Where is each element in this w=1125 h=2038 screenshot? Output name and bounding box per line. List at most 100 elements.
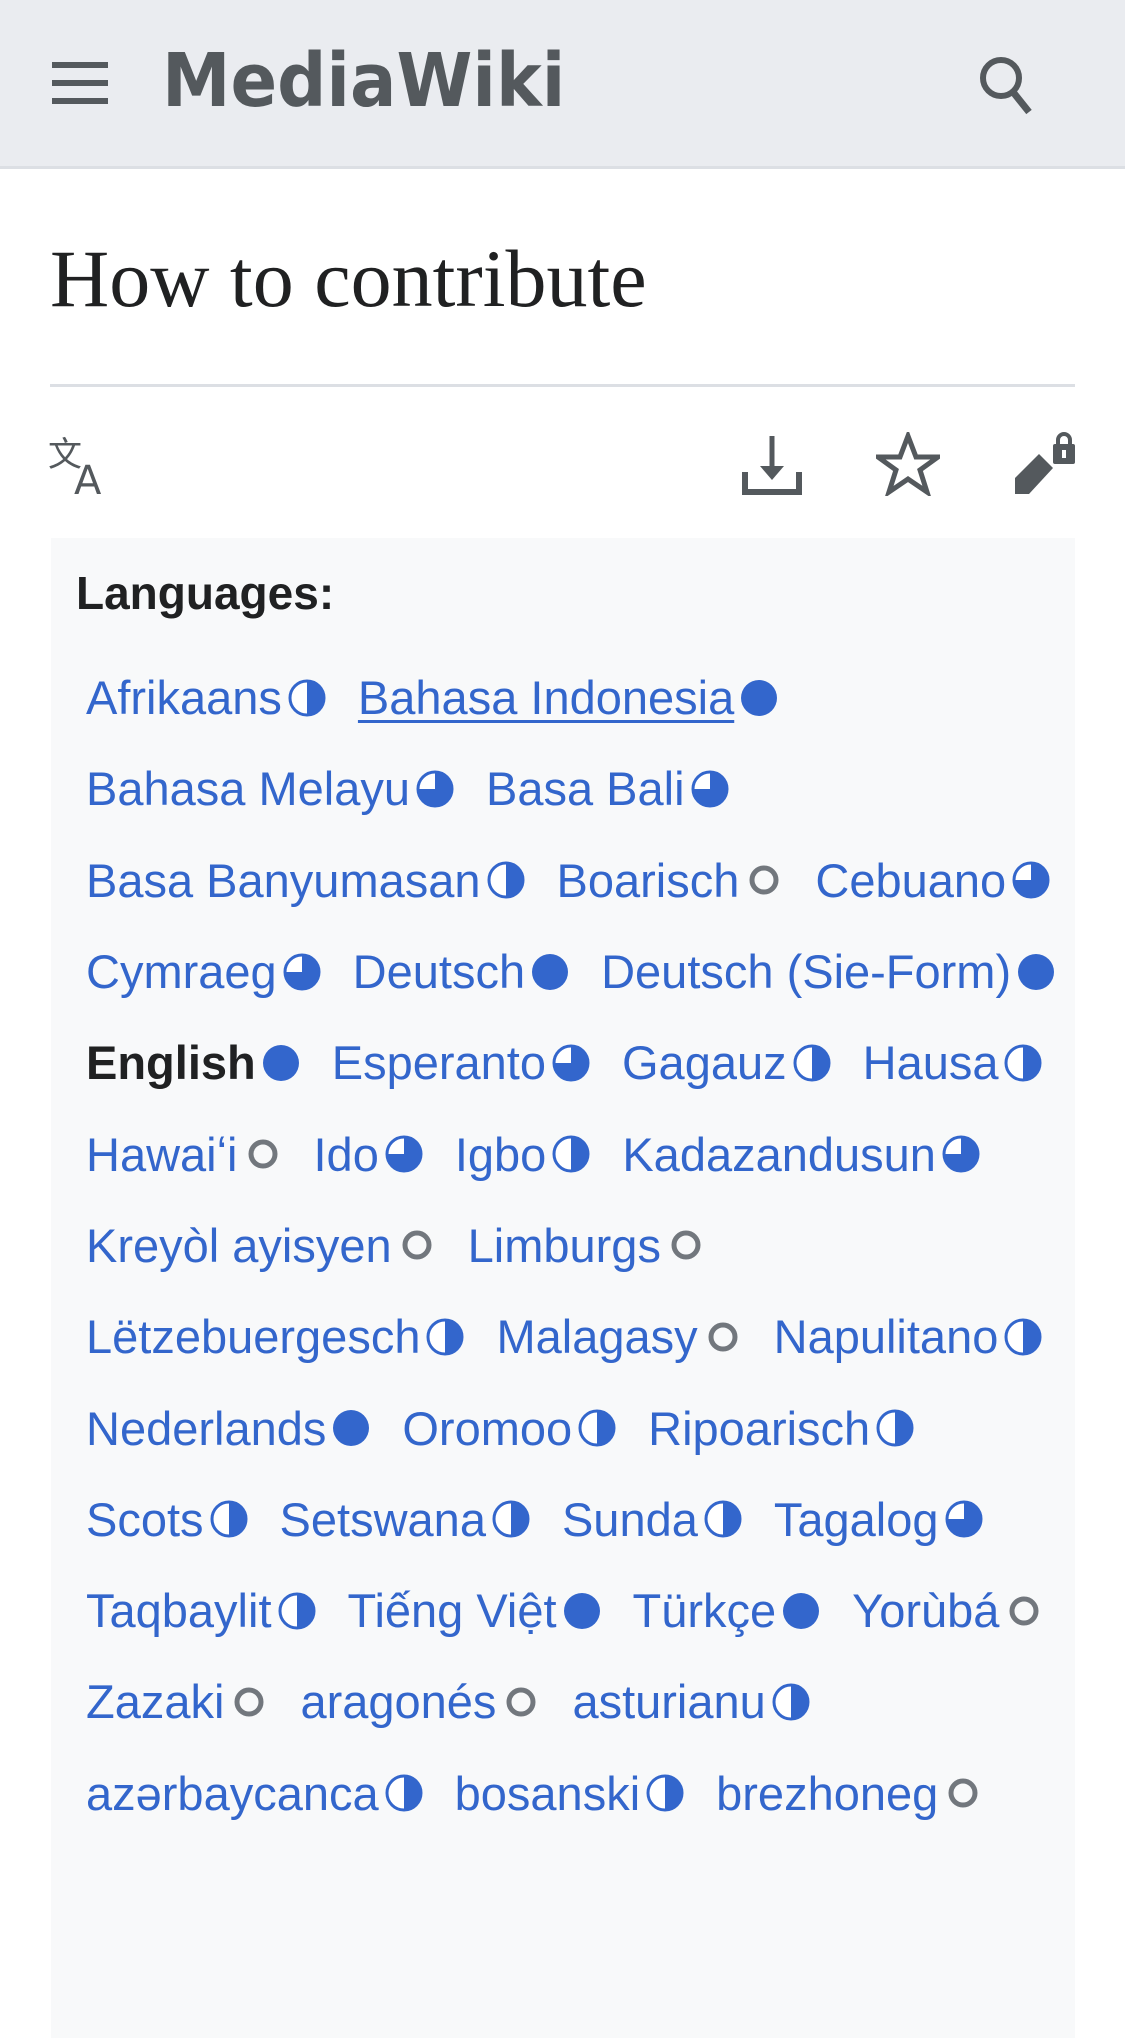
language-link[interactable]: Sunda <box>561 1492 698 1546</box>
language-link[interactable]: Cebuano <box>815 853 1007 907</box>
language-item[interactable]: Deutsch (Sie-Form) <box>601 926 1057 1017</box>
language-item[interactable]: Nederlands <box>86 1382 372 1473</box>
language-item[interactable]: Deutsch <box>353 926 571 1017</box>
site-logo[interactable]: MediaWiki <box>162 38 566 124</box>
language-item[interactable]: Scots <box>86 1474 250 1565</box>
progress-75-icon <box>945 1500 982 1538</box>
language-link[interactable]: Kadazandusun <box>622 1127 936 1181</box>
language-item[interactable]: Lëtzebuergesch <box>86 1291 466 1382</box>
language-item[interactable]: Afrikaans <box>86 652 328 743</box>
watch-button[interactable] <box>870 428 946 499</box>
language-item[interactable]: Oromoo <box>402 1382 618 1473</box>
language-item[interactable]: Kreyòl ayisyen <box>86 1200 438 1291</box>
language-link[interactable]: aragonés <box>300 1675 497 1729</box>
language-link[interactable]: Scots <box>86 1492 204 1546</box>
language-item[interactable]: Limburgs <box>468 1200 707 1291</box>
language-link[interactable]: Gagauz <box>622 1036 787 1090</box>
language-link[interactable]: Basa Bali <box>485 762 685 816</box>
page-title: How to contribute <box>50 233 647 324</box>
progress-50-icon <box>1004 1318 1042 1356</box>
language-item[interactable]: Sunda <box>562 1474 744 1565</box>
language-item[interactable]: aragonés <box>300 1656 542 1747</box>
language-item[interactable]: Tagalog <box>774 1474 985 1565</box>
language-item[interactable]: Napulitano <box>774 1291 1045 1382</box>
language-item[interactable]: Yorùbá <box>852 1565 1045 1656</box>
progress-50-icon <box>288 679 326 717</box>
language-link[interactable]: Boarisch <box>556 853 740 907</box>
language-link[interactable]: Nederlands <box>86 1401 327 1455</box>
download-icon <box>742 436 802 495</box>
language-link[interactable]: Deutsch <box>352 945 526 999</box>
language-item[interactable]: Cymraeg <box>86 926 323 1017</box>
language-link[interactable]: Igbo <box>454 1127 547 1181</box>
language-link[interactable]: Deutsch (Sie-Form) <box>601 945 1012 999</box>
language-link[interactable]: Esperanto <box>331 1036 546 1090</box>
language-item[interactable]: Basa Bali <box>486 743 731 834</box>
language-link[interactable]: Cymraeg <box>86 945 277 999</box>
progress-100-icon <box>563 1592 600 1629</box>
language-link[interactable]: Ido <box>313 1127 379 1181</box>
language-item[interactable]: Türkçe <box>633 1565 823 1656</box>
language-item[interactable]: bosanski <box>455 1748 687 1839</box>
progress-0-icon <box>948 1778 978 1808</box>
language-item[interactable]: Esperanto <box>332 1017 592 1108</box>
language-link[interactable]: Kreyòl ayisyen <box>86 1218 392 1272</box>
language-link[interactable]: Malagasy <box>496 1310 698 1364</box>
download-button[interactable] <box>740 432 804 496</box>
language-item[interactable]: brezhoneg <box>716 1748 984 1839</box>
language-link[interactable]: Ripoarisch <box>648 1401 871 1455</box>
language-item[interactable]: Cebuano <box>815 835 1052 926</box>
language-item[interactable]: Hausa <box>863 1017 1045 1108</box>
language-item[interactable]: Ido <box>314 1108 425 1199</box>
language-item[interactable]: Bahasa Indonesia <box>358 652 780 743</box>
language-item[interactable]: Gagauz <box>622 1017 833 1108</box>
language-link[interactable]: Setswana <box>279 1492 486 1546</box>
language-item[interactable]: Basa Banyumasan <box>86 835 527 926</box>
language-item[interactable]: Hawaiʻi <box>86 1108 284 1199</box>
language-link[interactable]: Bahasa Melayu <box>86 762 410 816</box>
progress-75-icon <box>691 770 729 808</box>
language-link[interactable]: Türkçe <box>632 1584 777 1638</box>
language-item[interactable]: Taqbaylit <box>86 1565 318 1656</box>
language-item[interactable]: Malagasy <box>496 1291 743 1382</box>
language-link[interactable]: Limburgs <box>467 1218 661 1272</box>
progress-100-icon <box>741 679 778 716</box>
language-link[interactable]: Afrikaans <box>86 671 282 725</box>
language-item[interactable]: Tiếng Việt <box>348 1565 603 1656</box>
language-link[interactable]: Lëtzebuergesch <box>86 1310 421 1364</box>
language-button[interactable]: 文 A <box>48 432 112 504</box>
language-item[interactable]: Setswana <box>280 1474 532 1565</box>
search-button[interactable] <box>975 52 1039 116</box>
progress-0-icon <box>708 1322 738 1352</box>
language-link[interactable]: Zazaki <box>86 1675 225 1729</box>
main-menu-button[interactable] <box>50 58 112 108</box>
language-link[interactable]: asturianu <box>572 1675 766 1729</box>
language-item[interactable]: Igbo <box>455 1108 592 1199</box>
progress-50-icon <box>1004 1044 1042 1082</box>
language-link[interactable]: Basa Banyumasan <box>86 853 481 907</box>
search-icon <box>980 57 1032 115</box>
language-link[interactable]: Napulitano <box>773 1310 999 1364</box>
language-link[interactable]: Oromoo <box>402 1401 573 1455</box>
language-link[interactable]: Hausa <box>862 1036 999 1090</box>
language-link[interactable]: azərbaycanca <box>86 1766 379 1820</box>
language-link[interactable]: Yorùbá <box>852 1584 1000 1638</box>
language-link[interactable]: Tiếng Việt <box>347 1584 557 1638</box>
language-item[interactable]: Zazaki <box>86 1656 270 1747</box>
language-item[interactable]: Boarisch <box>557 835 786 926</box>
language-link[interactable]: Hawaiʻi <box>86 1127 238 1181</box>
language-link[interactable]: Taqbaylit <box>86 1584 272 1638</box>
language-link[interactable]: Tagalog <box>773 1492 939 1546</box>
progress-100-icon <box>262 1044 299 1081</box>
edit-button[interactable] <box>1013 432 1077 496</box>
progress-50-icon <box>492 1500 530 1538</box>
language-link[interactable]: brezhoneg <box>716 1766 939 1820</box>
language-item[interactable]: Ripoarisch <box>648 1382 916 1473</box>
language-item[interactable]: Bahasa Melayu <box>86 743 456 834</box>
language-item[interactable]: Kadazandusun <box>622 1108 982 1199</box>
language-item[interactable]: azərbaycanca <box>86 1748 425 1839</box>
language-link[interactable]: bosanski <box>454 1766 641 1820</box>
progress-0-icon <box>671 1230 701 1260</box>
language-link[interactable]: Bahasa Indonesia <box>357 671 735 725</box>
language-item[interactable]: asturianu <box>572 1656 811 1747</box>
